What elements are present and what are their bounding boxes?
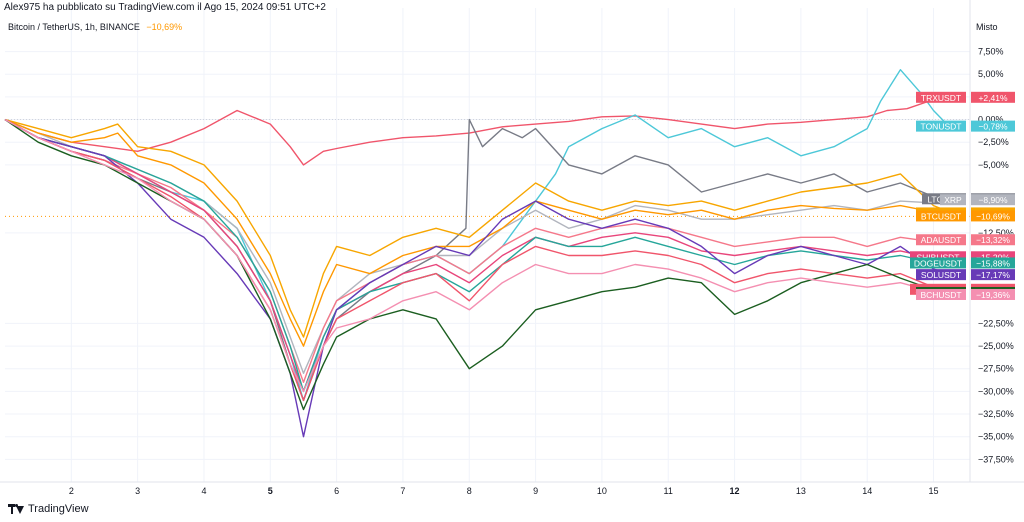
series-tag-name-bg: [916, 269, 966, 281]
series-tag-name-bg: [910, 257, 966, 269]
series-tag-name-bg: [916, 91, 966, 103]
series-tag-value-bg: [971, 91, 1015, 103]
series-tag-value-bg: [971, 269, 1015, 281]
series-tag-name: BTCUSDT: [921, 211, 961, 221]
x-tick-label: 9: [533, 486, 538, 496]
series-tag-bchusdt[interactable]: BCHUSDT −19,36%: [916, 288, 1015, 300]
series-line-dogeusdt: [4, 118, 954, 393]
series-tag-name: SHIBUSDT: [917, 252, 960, 262]
x-tick-label: 3: [135, 486, 140, 496]
symbol-change: −10,69%: [146, 22, 183, 32]
series-tag-name-bg: [916, 120, 966, 132]
series-tag-value-bg: [971, 210, 1015, 222]
series-tag-name: TRXUSDT: [921, 93, 961, 103]
series-line-trxusdt: [4, 97, 954, 166]
y-tick-label: 0,00%: [978, 115, 1004, 125]
series-line-bnbusdt: [4, 118, 954, 338]
tradingview-logo[interactable]: TradingView: [8, 503, 89, 515]
series-tag-name: DOGEUSDT: [914, 258, 962, 268]
y-tick-label: −37,50%: [978, 454, 1014, 464]
tradingview-logo-icon: [8, 504, 24, 514]
y-tick-label: −25,00%: [978, 341, 1014, 351]
x-tick-label: 12: [730, 486, 740, 496]
series-tag-name-bg: [916, 288, 966, 300]
x-tick-label: 6: [334, 486, 339, 496]
x-tick-label: 7: [400, 486, 405, 496]
series-tag-xrp[interactable]: XRP −8,90%: [940, 194, 1015, 206]
series-tag-value-bg: [971, 234, 1015, 246]
y-tick-label: 5,00%: [978, 69, 1004, 79]
series-line-shibusdt: [4, 118, 954, 393]
series-tag-name: BCHUSDT: [920, 290, 961, 300]
series-tag-value: −8,90%: [978, 195, 1008, 205]
x-tick-label: 8: [467, 486, 472, 496]
y-tick-label: −35,00%: [978, 432, 1014, 442]
series-tag-value: −13,32%: [976, 235, 1010, 245]
y-tick-label: 7,50%: [978, 47, 1004, 57]
series-tag-value: −19,36%: [976, 290, 1010, 300]
y-tick-label: −5,00%: [978, 160, 1009, 170]
series-tag-value: −15,88%: [976, 258, 1010, 268]
series-tag-name-bg: [916, 234, 966, 246]
series-tag-tonusdt[interactable]: TONUSDT −0,78%: [916, 120, 1015, 132]
series-tag-btcusdt[interactable]: BTCUSDT −10,69%: [916, 210, 1015, 222]
y-tick-label: −30,00%: [978, 386, 1014, 396]
x-tick-label: 10: [597, 486, 607, 496]
x-tick-label: 13: [796, 486, 806, 496]
series-tag-name: XRP: [944, 195, 962, 205]
series-tag-value: −0,78%: [978, 122, 1008, 132]
symbol-description: Bitcoin / TetherUS, 1h, BINANCE: [8, 22, 140, 32]
series-line-ltcusd: [4, 118, 954, 402]
x-tick-label: 5: [268, 486, 273, 496]
series-line-tonusdt: [4, 69, 954, 402]
series-line-ethusdt: [4, 119, 954, 411]
series-tag-name-bg: [910, 251, 966, 263]
series-line-avaxusdt: [4, 118, 954, 402]
x-tick-label: 14: [862, 486, 872, 496]
tradingview-logo-text: TradingView: [28, 503, 89, 515]
y-tick-label: −2,50%: [978, 137, 1009, 147]
x-tick-label: 11: [664, 486, 673, 496]
series-tag-name-bg: [916, 210, 966, 222]
series-tag-value-bg: [971, 288, 1015, 300]
series-line-adausdt: [4, 118, 954, 383]
series-tag-solusdt[interactable]: SOLUSDT −17,17%: [916, 269, 1015, 281]
series-tag-value-bg: [971, 120, 1015, 132]
series-tag-dogeusdt[interactable]: DOGEUSDT −15,88%: [910, 257, 1015, 269]
series-tag-value: −10,69%: [976, 211, 1010, 221]
series-tag-value-bg: [971, 257, 1015, 269]
series-tag-name: TONUSDT: [921, 122, 962, 132]
x-tick-label: 2: [69, 486, 74, 496]
series-tag-value-bg: [971, 251, 1015, 263]
series-line-bchusdt: [4, 118, 954, 393]
y-tick-label: −22,50%: [978, 318, 1014, 328]
scale-mode-label[interactable]: Misto: [976, 22, 998, 32]
series-tag-adausdt[interactable]: ADAUSDT −13,32%: [916, 234, 1015, 246]
y-tick-label: −12,50%: [978, 228, 1014, 238]
series-tag-name: ADAUSDT: [921, 235, 962, 245]
series-tag-value: +2,41%: [978, 93, 1008, 103]
series-line-xrp: [4, 118, 954, 374]
series-tag-name: SOLUSDT: [921, 270, 961, 280]
y-tick-label: −27,50%: [978, 364, 1014, 374]
series-tag-value: −15,20%: [976, 252, 1010, 262]
series-line-solusdt: [4, 118, 954, 438]
series-tag-name-bg: [940, 194, 966, 206]
series-tag-shibusdt[interactable]: SHIBUSDT −15,20%: [910, 251, 1015, 262]
publisher-line: Alex975 ha pubblicato su TradingView.com…: [4, 2, 326, 13]
x-tick-label: 15: [929, 486, 939, 496]
x-tick-label: 4: [201, 486, 206, 496]
series-tag-value: −17,17%: [976, 270, 1010, 280]
series-tag-value-bg: [971, 194, 1015, 206]
main-symbol-legend: Bitcoin / TetherUS, 1h, BINANCE −10,69%: [8, 22, 182, 32]
series-tag-trxusdt[interactable]: TRXUSDT +2,41%: [916, 91, 1015, 103]
y-tick-label: −32,50%: [978, 409, 1014, 419]
